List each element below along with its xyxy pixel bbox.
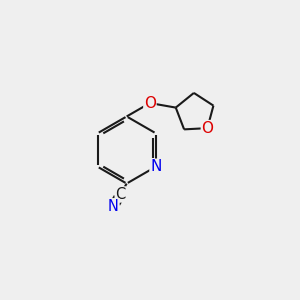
- Text: N: N: [150, 159, 161, 174]
- Text: N: N: [108, 199, 119, 214]
- Text: O: O: [144, 95, 156, 110]
- Text: O: O: [201, 121, 213, 136]
- Text: C: C: [115, 187, 125, 202]
